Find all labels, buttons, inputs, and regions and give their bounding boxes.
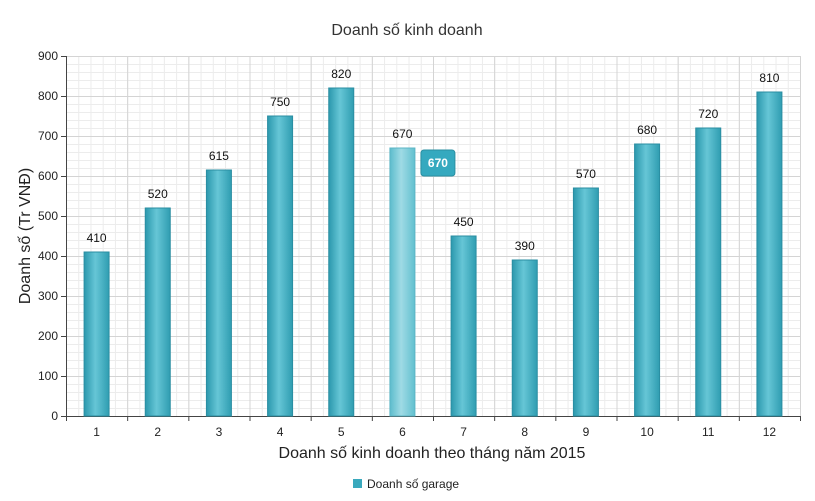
bar[interactable]: [328, 87, 355, 417]
bar[interactable]: [144, 207, 171, 417]
bar[interactable]: [267, 115, 294, 417]
bar[interactable]: [756, 91, 783, 417]
data-label: 810: [759, 71, 779, 85]
bar[interactable]: [389, 147, 416, 417]
data-label: 615: [209, 149, 229, 163]
y-tick-label: 300: [38, 289, 58, 303]
bar[interactable]: [511, 259, 538, 417]
y-tick-label: 800: [38, 89, 58, 103]
x-tick-label: 1: [93, 425, 100, 439]
bar[interactable]: [205, 169, 232, 417]
bars: [83, 87, 783, 417]
y-tick-label: 0: [51, 409, 58, 423]
x-tick-labels: 1 2 3 4 5 6 7 8 9 10 11 12: [93, 425, 776, 439]
x-tick-label: 10: [640, 425, 654, 439]
x-tick-label: 6: [399, 425, 406, 439]
data-label: 820: [331, 67, 351, 81]
x-tick-label: 5: [338, 425, 345, 439]
tooltip-value: 670: [428, 156, 448, 170]
x-tick-label: 3: [216, 425, 223, 439]
chart-title: Doanh số kinh doanh: [331, 22, 482, 39]
y-tick-label: 200: [38, 329, 58, 343]
y-tick-label: 500: [38, 209, 58, 223]
data-label: 410: [87, 231, 107, 245]
data-label: 750: [270, 95, 290, 109]
y-tick-label: 100: [38, 369, 58, 383]
x-tick-label: 8: [521, 425, 528, 439]
tooltip: 670: [420, 149, 456, 177]
x-tick-label: 9: [583, 425, 590, 439]
data-label: 520: [148, 187, 168, 201]
x-tick-label: 7: [460, 425, 467, 439]
y-axis-title: Doanh số (Tr VNĐ): [17, 168, 34, 304]
bar[interactable]: [572, 187, 599, 417]
y-tick-label: 600: [38, 169, 58, 183]
legend-label: Doanh số garage: [367, 477, 459, 491]
y-tick-label: 900: [38, 49, 58, 63]
y-tick-label: 400: [38, 249, 58, 263]
data-label: 680: [637, 123, 657, 137]
bar[interactable]: [634, 143, 661, 417]
x-tick-label: 11: [702, 425, 715, 439]
data-label: 450: [454, 215, 474, 229]
data-label: 390: [515, 239, 535, 253]
legend[interactable]: Doanh số garage: [353, 477, 459, 491]
y-tick-labels: 0 100 200 300 400 500 600 700 800 900: [38, 49, 58, 423]
bar[interactable]: [450, 235, 477, 417]
grid: [66, 56, 801, 417]
legend-swatch: [353, 479, 362, 488]
x-tick-label: 4: [277, 425, 284, 439]
x-tick-label: 12: [763, 425, 777, 439]
y-tick-label: 700: [38, 129, 58, 143]
data-label: 670: [392, 127, 412, 141]
x-tick-label: 2: [154, 425, 161, 439]
bar[interactable]: [695, 127, 722, 417]
data-label: 720: [698, 107, 718, 121]
bar[interactable]: [83, 251, 110, 417]
data-labels: 410 520 615 750 820 670 450 390 570 680 720 810: [87, 67, 780, 253]
data-label: 570: [576, 167, 596, 181]
axes: [61, 56, 801, 421]
x-axis-title: Doanh số kinh doanh theo tháng năm 2015: [279, 445, 586, 462]
